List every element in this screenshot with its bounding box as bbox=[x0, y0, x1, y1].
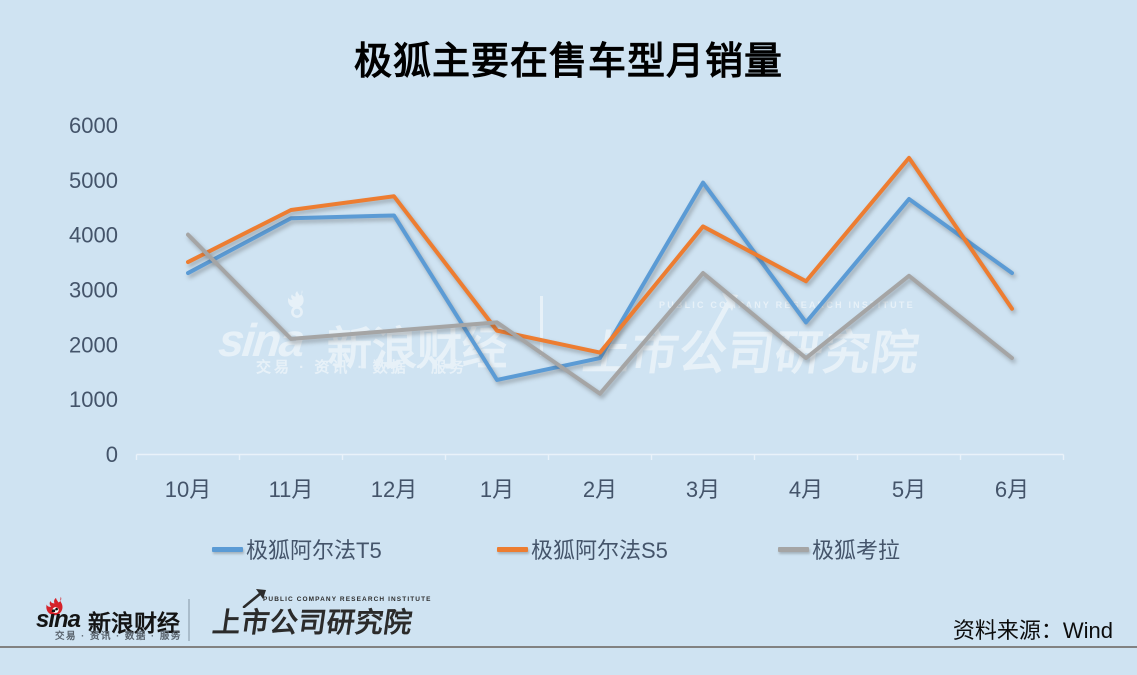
chart-title: 极狐主要在售车型月销量 bbox=[353, 41, 783, 83]
footer-logo-divider bbox=[188, 599, 190, 641]
series-line-1 bbox=[186, 155, 1014, 355]
sina-flame-icon bbox=[46, 596, 63, 616]
legend-item-2: 极狐考拉 bbox=[778, 533, 900, 565]
legend-marker-0 bbox=[212, 546, 243, 552]
y-axis-label: 4000 bbox=[69, 223, 118, 248]
legend: 极狐阿尔法T5 极狐阿尔法S5 极狐考拉 bbox=[0, 533, 1137, 563]
series-line-0 bbox=[186, 180, 1014, 382]
sina-wordmark: sina bbox=[36, 606, 81, 633]
sina-services-text: 交易 · 资讯 · 数据 · 服务 bbox=[55, 631, 182, 642]
footer-divider-line bbox=[0, 646, 1137, 648]
y-axis-label: 1000 bbox=[69, 387, 118, 412]
legend-marker-1 bbox=[497, 546, 528, 552]
x-axis-label: 3月 bbox=[686, 477, 720, 502]
series-line-2 bbox=[186, 232, 1014, 396]
pcri-logo-text: 上市公司研究院 bbox=[210, 607, 415, 638]
legend-label-1: 极狐阿尔法S5 bbox=[531, 538, 668, 563]
legend-label-0: 极狐阿尔法T5 bbox=[246, 538, 382, 563]
x-axis-label: 4月 bbox=[789, 477, 823, 502]
legend-item-1: 极狐阿尔法S5 bbox=[497, 533, 668, 565]
x-axis-label: 12月 bbox=[371, 477, 417, 502]
legend-item-0: 极狐阿尔法T5 bbox=[212, 533, 382, 565]
sina-finance-logo-text: 新浪财经 bbox=[88, 610, 180, 636]
legend-marker-2 bbox=[778, 546, 809, 552]
data-source-note: 资料来源：Wind bbox=[952, 618, 1113, 643]
x-axis-label: 6月 bbox=[995, 477, 1029, 502]
y-axis-label: 6000 bbox=[69, 113, 118, 138]
legend-label-2: 极狐考拉 bbox=[812, 538, 901, 563]
x-axis-label: 2月 bbox=[583, 477, 617, 502]
pcri-caption-text: PUBLIC COMPANY RESEARCH INSTITUTE bbox=[263, 596, 432, 603]
y-axis-label: 3000 bbox=[69, 278, 118, 303]
y-axis-label: 0 bbox=[106, 442, 118, 467]
x-axis-label: 1月 bbox=[480, 477, 514, 502]
pcri-arrow-icon bbox=[242, 589, 266, 608]
x-axis-label: 10月 bbox=[165, 477, 211, 502]
x-axis-label: 5月 bbox=[892, 477, 926, 502]
y-axis-label: 2000 bbox=[69, 332, 118, 357]
y-axis-label: 5000 bbox=[69, 168, 118, 193]
x-axis-label: 11月 bbox=[269, 477, 314, 502]
